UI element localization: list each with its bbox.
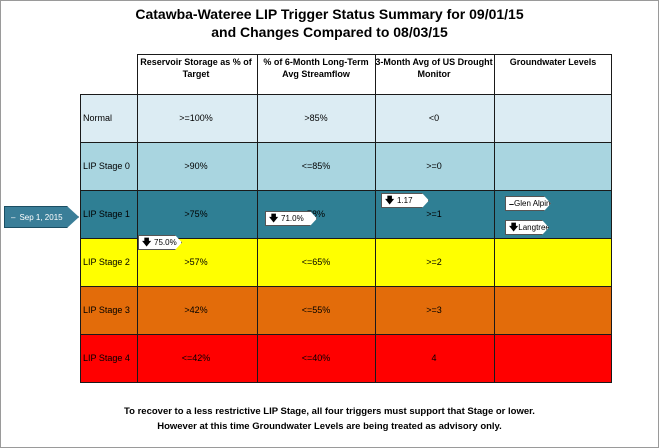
current-value-marker-4: – Glen Alpine	[505, 196, 551, 211]
marker-value: 71.0%	[281, 214, 304, 223]
grid-line-horizontal	[80, 190, 612, 191]
grid-line-horizontal	[80, 382, 612, 383]
stage-threshold-cell: <=40%	[301, 353, 331, 363]
stage-threshold-cell: >85%	[304, 113, 328, 123]
grid-line-vertical	[137, 54, 138, 382]
current-value-marker-3: 🡇 1.17	[381, 193, 429, 208]
stage-threshold-cell	[494, 334, 612, 382]
stage-label: Normal	[83, 113, 113, 123]
stage-threshold-cell: >42%	[184, 305, 208, 315]
stage-threshold-cell: 78%	[306, 209, 325, 219]
current-value-marker-2: 🡇 71.0%	[265, 211, 317, 226]
grid-line-vertical	[611, 54, 612, 382]
stage-row-lip-stage-0: LIP Stage 0 >90% <=85% >=0	[80, 142, 611, 190]
column-header-4: Groundwater Levels	[509, 57, 597, 67]
stage-label: LIP Stage 0	[83, 161, 130, 171]
column-header-1: Reservoir Storage as % of Target	[140, 57, 252, 79]
stage-threshold-cell: <=42%	[181, 353, 211, 363]
stage-label: LIP Stage 1	[83, 209, 130, 219]
stage-threshold-cell: <=85%	[301, 161, 331, 171]
stage-threshold-cell: >=100%	[179, 113, 213, 123]
stage-label: LIP Stage 4	[83, 353, 130, 363]
dash-icon: –	[509, 198, 515, 209]
footer-note-line2: However at this time Groundwater Levels …	[157, 421, 502, 432]
grid-line-horizontal	[80, 238, 612, 239]
stage-threshold-cell	[494, 94, 612, 142]
marker-value: 75.0%	[154, 238, 177, 247]
stage-threshold-cell: >90%	[184, 161, 208, 171]
stage-row-lip-stage-4: LIP Stage 4 <=42% <=40% 4	[80, 334, 611, 382]
stage-threshold-cell: <=55%	[301, 305, 331, 315]
down-arrow-icon: 🡇	[269, 212, 279, 223]
current-value-marker-1: 🡇 75.0%	[138, 235, 182, 250]
footer-note-line1: To recover to a less restrictive LIP Sta…	[124, 406, 535, 417]
grid-line-horizontal	[137, 54, 612, 55]
stage-threshold-cell: >75%	[184, 209, 208, 219]
stage-threshold-cell: >=1	[426, 209, 442, 219]
stage-threshold-cell	[494, 142, 612, 190]
stage-threshold-cell	[494, 286, 612, 334]
stage-threshold-cell: >57%	[184, 257, 208, 267]
dash-icon: –	[11, 212, 16, 222]
grid-line-horizontal	[80, 142, 612, 143]
grid-line-vertical	[494, 54, 495, 382]
marker-value: Langtree	[518, 223, 550, 232]
stage-threshold-cell: <=65%	[301, 257, 331, 267]
stage-row-lip-stage-3: LIP Stage 3 >42% <=55% >=3	[80, 286, 611, 334]
stage-label: LIP Stage 2	[83, 257, 130, 267]
column-header-2: % of 6-Month Long-Term Avg Streamflow	[263, 57, 369, 79]
stage-label: LIP Stage 3	[83, 305, 130, 315]
marker-value: 1.17	[397, 196, 413, 205]
down-arrow-icon: 🡇	[142, 236, 152, 247]
grid-line-horizontal	[80, 334, 612, 335]
current-date-marker: – Sep 1, 2015	[4, 206, 79, 228]
current-value-marker-5: 🡇 Langtree	[505, 220, 549, 235]
stage-threshold-cell	[494, 238, 612, 286]
column-header-3: 3-Month Avg of US Drought Monitor	[375, 57, 493, 79]
chart-title-line1: Catawba-Wateree LIP Trigger Status Summa…	[135, 6, 524, 22]
chart-title-line2: and Changes Compared to 08/03/15	[211, 24, 448, 40]
down-arrow-icon: 🡇	[385, 194, 395, 205]
stage-threshold-cell: <0	[428, 113, 440, 123]
marker-value: Glen Alpine	[514, 199, 555, 208]
down-arrow-icon: 🡇	[509, 221, 519, 232]
stage-threshold-cell: >=3	[426, 305, 442, 315]
grid-line-vertical	[257, 54, 258, 382]
stage-threshold-cell: 4	[431, 353, 437, 363]
stage-row-normal: Normal >=100% >85% <0	[80, 94, 611, 142]
stage-threshold-cell: >=0	[426, 161, 442, 171]
stage-threshold-cell: >=2	[426, 257, 442, 267]
current-date-label: Sep 1, 2015	[19, 212, 63, 222]
grid-line-horizontal	[80, 94, 612, 95]
grid-line-horizontal	[80, 286, 612, 287]
grid-line-vertical	[375, 54, 376, 382]
